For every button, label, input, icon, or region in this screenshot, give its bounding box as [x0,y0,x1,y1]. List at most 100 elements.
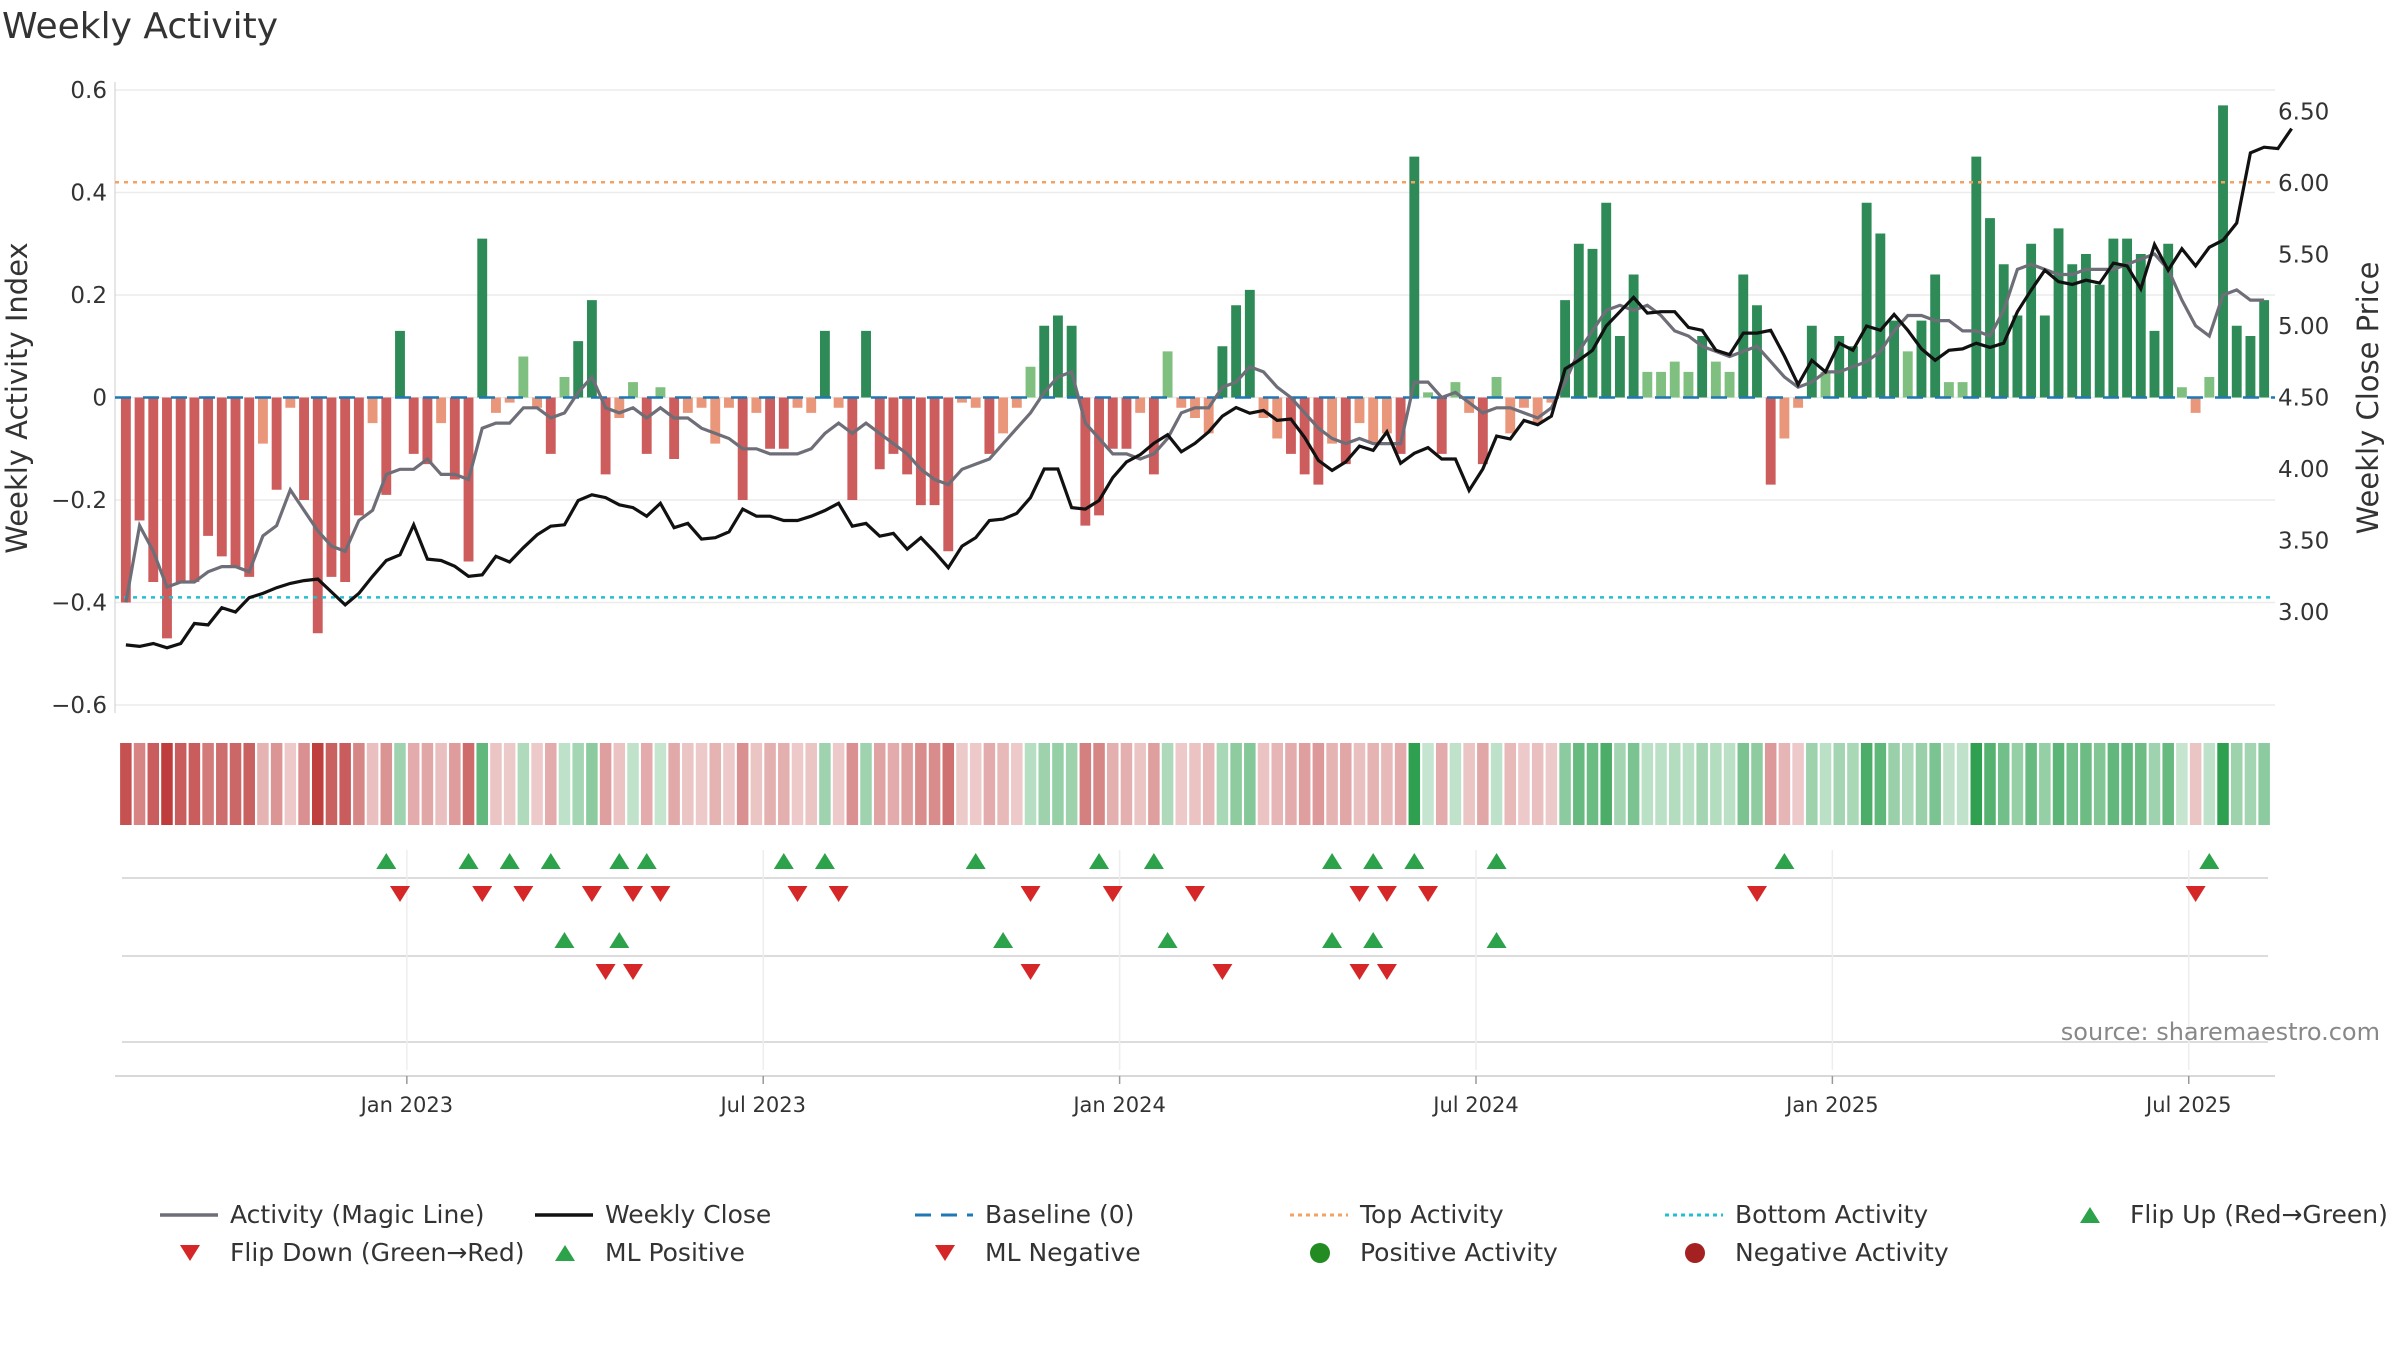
strip-cell [983,743,996,825]
strip-cell [1696,743,1708,825]
strip-cell [2066,743,2079,825]
activity-bar [669,397,680,459]
activity-bar [1793,397,1804,408]
ml-positive-marker [554,932,575,948]
strip-cell [1668,743,1681,825]
strip-cell [1586,743,1599,825]
strip-cell [832,743,845,825]
flip-up-marker [458,853,479,869]
activity-bar [1381,397,1392,434]
flip-down-marker [581,886,602,902]
activity-bar [518,356,529,398]
activity-bar [1519,397,1529,408]
strip-cell [1847,743,1859,825]
flip-down-marker [513,886,534,902]
legend-label: ML Positive [605,1238,745,1267]
flip-up-marker [1486,853,1507,869]
top-dotted-icon [1290,1213,1348,1216]
activity-bar [244,397,255,577]
triangle-down-icon [935,1244,955,1261]
strip-cell [1093,743,1105,825]
strip-cell [887,743,900,825]
source-note: source: sharemaestro.com [2061,1018,2380,1046]
activity-bar [1052,315,1063,398]
activity-bar [1327,397,1338,444]
strip-cell [407,743,420,825]
activity-bar [1162,351,1173,398]
activity-bar [1902,351,1913,398]
flip-up-marker [1404,853,1425,869]
y-tick-label: −0.6 [51,693,107,719]
activity-bar [175,397,186,582]
activity-bar [847,397,858,500]
strip-cell [2230,743,2243,825]
flip-down-marker [828,886,849,902]
strip-cell [1408,743,1421,825]
y2-tick-label: 4.50 [2278,386,2329,412]
legend-item: Top Activity [1290,1200,1504,1229]
activity-bar [1532,397,1543,424]
strip-cell [1504,743,1517,825]
strip-cell [2039,743,2051,825]
ml-negative-marker [595,964,616,980]
strip-cell [421,743,434,825]
activity-bar [1450,382,1461,398]
x-axis: Jan 2023 Jul 2023 Jan 2024 Jul 2024 Jan 2025… [359,1076,2231,1117]
triangle-up-icon [2080,1206,2100,1223]
strip-cell [750,743,763,825]
strip-cell [1161,743,1174,825]
activity-bar [1985,218,1995,398]
activity-bar [1683,371,1694,398]
strip-cell [1052,743,1064,825]
activity-heat-strip [120,743,2270,825]
reference-lines [115,181,2275,599]
flip-down-marker [1746,886,1767,902]
strip-cell [1340,743,1352,825]
y-tick-label: −0.2 [51,488,107,514]
strip-cell [1874,743,1887,825]
activity-bar [2081,254,2091,398]
activity-bar [299,397,309,500]
strip-cell [1394,743,1407,825]
activity-bar [216,397,227,557]
activity-bar [230,397,241,567]
strip-cell [1477,743,1489,825]
activity-bar [1272,397,1283,439]
activity-bar [751,397,762,413]
strip-cell [1751,743,1763,825]
strip-cell [1723,743,1736,825]
strip-cell [969,743,982,825]
strip-cell [640,743,653,825]
strip-cell [901,743,913,825]
strip-cell [2121,743,2133,825]
activity-bar [710,397,721,444]
flip-down-marker [1102,886,1123,902]
activity-bar [134,397,145,521]
flip-up-marker [1143,853,1164,869]
strip-cell [1079,743,1092,825]
activity-bar [1148,397,1159,475]
legend-item: Negative Activity [1665,1238,1949,1267]
activity-bar [778,397,789,449]
activity-bar [1889,320,1899,398]
activity-bar [1176,397,1187,408]
strip-cell [2217,743,2229,825]
strip-cell [449,743,461,825]
strip-cell [1573,743,1585,825]
activity-bar [120,397,131,603]
activity-bar [1505,397,1516,434]
activity-bar [998,397,1009,434]
strip-cell [1915,743,1928,825]
activity-bar [957,397,967,403]
activity-bar [1039,325,1050,398]
legend-label: Weekly Close [605,1200,772,1229]
strip-cell [586,743,598,825]
strip-cell [709,743,722,825]
strip-cell [1353,743,1366,825]
chart-title: Weekly Activity [2,6,279,47]
strip-cell [1298,743,1311,825]
flip-down-marker [1020,886,1041,902]
strip-cell [668,743,680,825]
strip-cell [1367,743,1379,825]
activity-bar [586,300,597,398]
